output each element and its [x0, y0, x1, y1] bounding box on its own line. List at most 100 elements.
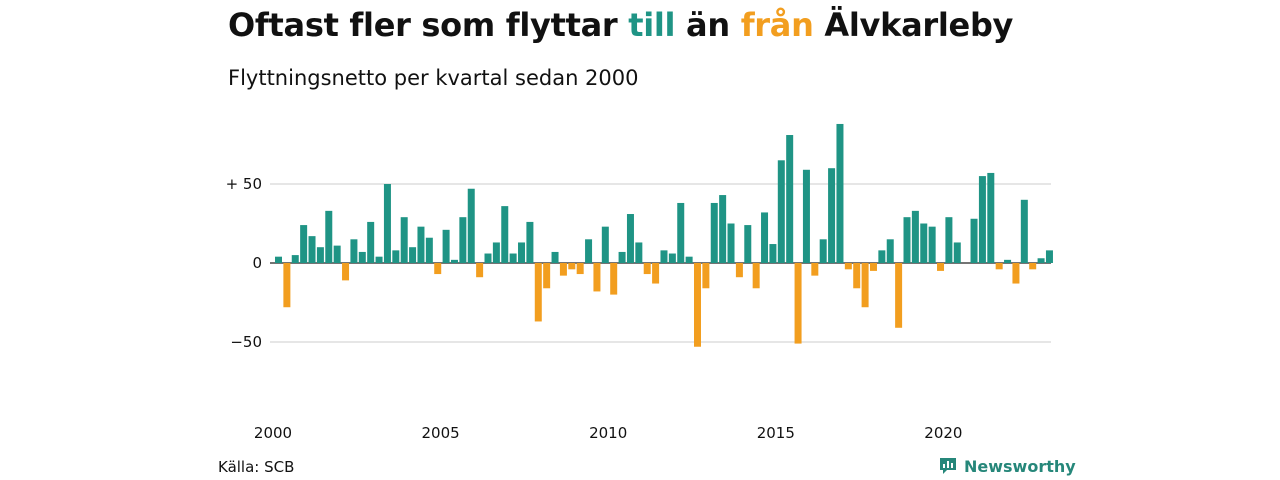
- bar-negative: [752, 263, 760, 289]
- title-fran: från: [740, 6, 814, 44]
- bar-positive: [350, 239, 358, 263]
- bar-negative: [576, 263, 584, 275]
- bar-negative: [1029, 263, 1037, 270]
- x-axis-labels: 2000 2005 2010 2015 2020: [254, 424, 963, 442]
- bar-positive: [660, 250, 668, 263]
- title-part2: än: [675, 6, 741, 44]
- bar-positive: [685, 256, 693, 263]
- bar-positive: [392, 250, 400, 263]
- bar-positive: [668, 253, 676, 263]
- bar-positive: [777, 160, 785, 263]
- bar-positive: [626, 214, 634, 263]
- bar-positive: [769, 244, 777, 263]
- bar-negative: [652, 263, 660, 284]
- y-axis-labels: + 50 0 −50: [226, 175, 262, 351]
- bar-negative: [610, 263, 618, 295]
- bar-negative: [568, 263, 576, 270]
- y-tick-label: −50: [230, 333, 262, 351]
- bar-positive: [425, 237, 433, 263]
- title-part1: Oftast fler som flyttar: [228, 6, 629, 44]
- bar-positive: [450, 259, 458, 263]
- bar-negative: [643, 263, 651, 275]
- bar-positive: [710, 202, 718, 263]
- bar-negative: [694, 263, 701, 347]
- bar-positive: [585, 239, 593, 263]
- bar-positive: [501, 206, 509, 263]
- bar-positive: [819, 239, 827, 263]
- bar-negative: [735, 263, 743, 278]
- bar-negative: [794, 263, 802, 344]
- bar-negative: [853, 263, 861, 289]
- bar-positive: [442, 229, 450, 263]
- bar-negative: [1012, 263, 1020, 284]
- bar-negative: [995, 263, 1003, 270]
- bar-positive: [291, 255, 299, 263]
- bar-positive: [677, 202, 685, 263]
- y-tick-label: + 50: [226, 175, 262, 193]
- brand: Newsworthy: [938, 456, 1076, 476]
- bar-positive: [945, 217, 953, 263]
- bar-negative: [342, 263, 350, 281]
- bar-positive: [719, 195, 727, 263]
- bar-positive: [551, 251, 559, 263]
- bar-positive: [886, 239, 894, 263]
- bar-positive: [978, 176, 986, 263]
- bar-positive: [518, 242, 526, 263]
- bar-positive: [316, 247, 324, 263]
- bar-positive: [928, 226, 936, 263]
- bar-positive: [308, 236, 316, 263]
- bar-positive: [802, 169, 810, 263]
- bar-negative: [702, 263, 710, 289]
- brand-name: Newsworthy: [964, 456, 1076, 476]
- x-tick-label: 2005: [422, 424, 460, 442]
- x-tick-label: 2015: [757, 424, 795, 442]
- chart-subtitle: Flyttningsnetto per kvartal sedan 2000: [228, 66, 639, 90]
- bar-positive: [417, 226, 425, 263]
- bar-positive: [1037, 258, 1045, 263]
- bar-positive: [618, 251, 626, 263]
- bar-positive: [375, 256, 383, 263]
- bar-positive: [1004, 259, 1012, 263]
- bar-positive: [903, 217, 911, 263]
- bar-positive: [484, 253, 492, 263]
- bar-positive: [333, 245, 341, 263]
- bar-negative: [476, 263, 484, 278]
- bar-positive: [383, 184, 391, 263]
- bar-positive: [400, 217, 408, 263]
- bar-positive: [367, 221, 375, 263]
- y-tick-label: 0: [252, 254, 262, 272]
- bar-negative: [543, 263, 551, 289]
- bar-negative: [869, 263, 877, 271]
- bar-positive: [1045, 250, 1053, 263]
- bar-positive: [744, 225, 752, 263]
- bar-positive: [786, 135, 794, 263]
- bar-positive: [325, 210, 333, 263]
- bar-positive: [467, 188, 475, 263]
- bar-positive: [920, 223, 928, 263]
- bar-negative: [811, 263, 819, 276]
- bar-positive: [635, 242, 643, 263]
- bar-positive: [727, 223, 735, 263]
- bar-positive: [761, 212, 769, 263]
- bar-negative: [593, 263, 601, 292]
- newsworthy-logo-icon: [940, 458, 956, 474]
- bar-positive: [828, 168, 836, 263]
- bar-positive: [970, 218, 978, 263]
- bar-positive: [953, 242, 961, 263]
- x-tick-label: 2010: [589, 424, 627, 442]
- bar-negative: [844, 263, 852, 270]
- bar-positive: [492, 242, 500, 263]
- bar-negative: [283, 263, 291, 308]
- bar-negative: [861, 263, 869, 308]
- bar-positive: [836, 123, 844, 264]
- bar-positive: [509, 253, 517, 263]
- x-tick-label: 2020: [924, 424, 962, 442]
- bar-negative: [434, 263, 442, 275]
- title-till: till: [628, 6, 676, 44]
- bar-negative: [559, 263, 567, 276]
- bar-positive: [358, 251, 366, 263]
- bar-positive: [987, 172, 995, 263]
- bar-positive: [409, 247, 417, 263]
- bar-positive: [300, 225, 308, 263]
- title-part3: Älvkarleby: [813, 6, 1014, 44]
